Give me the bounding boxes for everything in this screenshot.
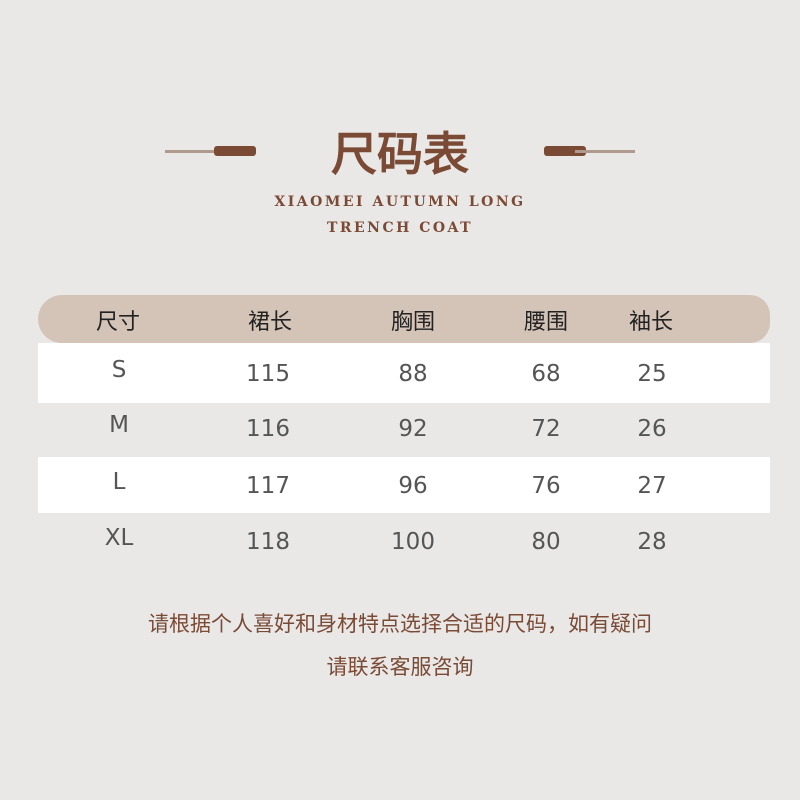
header-sleeve: 袖长 — [628, 310, 673, 335]
page-title: 尺码表 — [331, 127, 469, 181]
cell-length: 116 — [246, 416, 290, 442]
cell-size: S — [111, 357, 127, 383]
cell-size: L — [112, 469, 126, 495]
left-decor-bar — [214, 146, 256, 156]
header-size: 尺寸 — [95, 310, 140, 335]
subtitle-line-1: XIAOMEI AUTUMN LONG — [274, 194, 526, 210]
right-decor-line — [575, 150, 635, 153]
cell-bust: 96 — [398, 473, 428, 499]
table-row: M 116 92 72 26 — [38, 403, 770, 459]
subtitle-line-2: TRENCH COAT — [326, 220, 474, 236]
cell-bust: 88 — [398, 361, 428, 387]
header-bust: 胸围 — [390, 310, 435, 335]
cell-bust: 100 — [391, 529, 435, 555]
cell-length: 118 — [246, 529, 290, 555]
left-decor-line — [165, 150, 225, 153]
cell-sleeve: 26 — [637, 416, 667, 442]
header-length: 裙长 — [247, 310, 292, 335]
cell-size: XL — [104, 525, 134, 551]
cell-waist: 80 — [531, 529, 561, 555]
right-decor-bar — [544, 146, 586, 156]
cell-sleeve: 28 — [637, 529, 667, 555]
cell-size: M — [109, 412, 129, 438]
table-row: L 117 96 76 27 — [38, 457, 770, 513]
note-line-1: 请根据个人喜好和身材特点选择合适的尺码，如有疑问 — [148, 612, 652, 636]
cell-waist: 76 — [531, 473, 561, 499]
cell-length: 115 — [246, 361, 290, 387]
table-row: S 115 88 68 25 — [38, 343, 770, 403]
cell-waist: 68 — [531, 361, 561, 387]
table-header: 尺寸 裙长 胸围 腰围 袖长 — [38, 295, 770, 343]
cell-sleeve: 25 — [637, 361, 667, 387]
note-line-2: 请联系客服咨询 — [326, 655, 474, 679]
cell-waist: 72 — [531, 416, 561, 442]
table-row: XL 118 100 80 28 — [38, 513, 770, 569]
cell-sleeve: 27 — [637, 473, 667, 499]
cell-length: 117 — [246, 473, 290, 499]
cell-bust: 92 — [398, 416, 428, 442]
header-waist: 腰围 — [523, 310, 568, 335]
